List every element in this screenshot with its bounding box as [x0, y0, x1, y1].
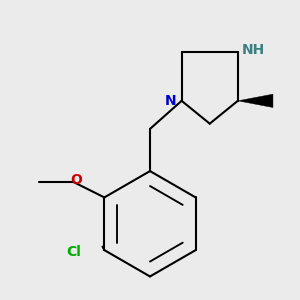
Text: N: N	[165, 94, 176, 108]
Text: O: O	[70, 173, 82, 187]
Polygon shape	[238, 94, 273, 107]
Text: Cl: Cl	[67, 245, 82, 259]
Text: NH: NH	[241, 43, 265, 57]
